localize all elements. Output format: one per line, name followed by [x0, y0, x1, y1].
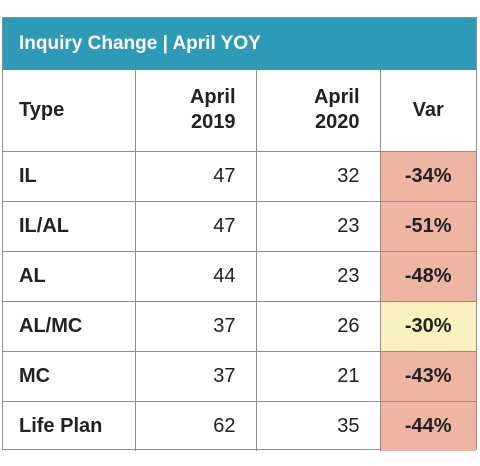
column-header-month: April	[189, 86, 236, 109]
type-cell: IL	[3, 150, 136, 202]
april-2019-cell: 44	[134, 250, 257, 302]
april-2020-cell: 32	[255, 150, 381, 202]
april-2020-cell: 21	[255, 350, 381, 402]
column-header-april-2020: April 2020	[255, 70, 381, 152]
table-row: AL 44 23 -48%	[3, 250, 476, 302]
inquiry-change-table: Type April 2019 April 2020 Var IL 47 32 …	[3, 70, 476, 451]
type-cell: IL/AL	[3, 200, 136, 252]
april-2019-cell: 47	[134, 200, 257, 252]
april-2020-cell: 23	[255, 200, 381, 252]
header-row: Type April 2019 April 2020 Var	[3, 70, 476, 152]
column-header-var: Var	[379, 70, 476, 152]
april-2020-cell: 35	[255, 400, 381, 451]
table-row: AL/MC 37 26 -30%	[3, 300, 476, 352]
var-cell: -34%	[379, 150, 476, 202]
column-header-year: 2019	[191, 111, 236, 134]
column-header-type: Type	[3, 70, 136, 152]
var-cell: -48%	[379, 250, 476, 302]
type-cell: Life Plan	[3, 400, 136, 451]
column-header-april-2019: April 2019	[134, 70, 257, 152]
table-row: Life Plan 62 35 -44%	[3, 400, 476, 451]
april-2019-cell: 37	[134, 350, 257, 402]
var-cell: -43%	[379, 350, 476, 402]
april-2019-cell: 47	[134, 150, 257, 202]
table-row: IL 47 32 -34%	[3, 150, 476, 202]
type-cell: AL/MC	[3, 300, 136, 352]
column-header-month: April	[313, 86, 360, 109]
var-cell: -30%	[379, 300, 476, 352]
type-cell: AL	[3, 250, 136, 302]
column-header-year: 2020	[315, 111, 360, 134]
type-cell: MC	[3, 350, 136, 402]
table-row: IL/AL 47 23 -51%	[3, 200, 476, 252]
table-row: MC 37 21 -43%	[3, 350, 476, 402]
april-2020-cell: 26	[255, 300, 381, 352]
april-2019-cell: 62	[134, 400, 257, 451]
var-cell: -51%	[379, 200, 476, 252]
inquiry-change-table-card: Inquiry Change | April YOY Type April 20…	[2, 17, 477, 451]
var-cell: -44%	[379, 400, 476, 451]
april-2020-cell: 23	[255, 250, 381, 302]
table-title: Inquiry Change | April YOY	[3, 18, 476, 70]
table-body: IL 47 32 -34% IL/AL 47 23 -51% AL 44 23 …	[3, 150, 476, 451]
april-2019-cell: 37	[134, 300, 257, 352]
